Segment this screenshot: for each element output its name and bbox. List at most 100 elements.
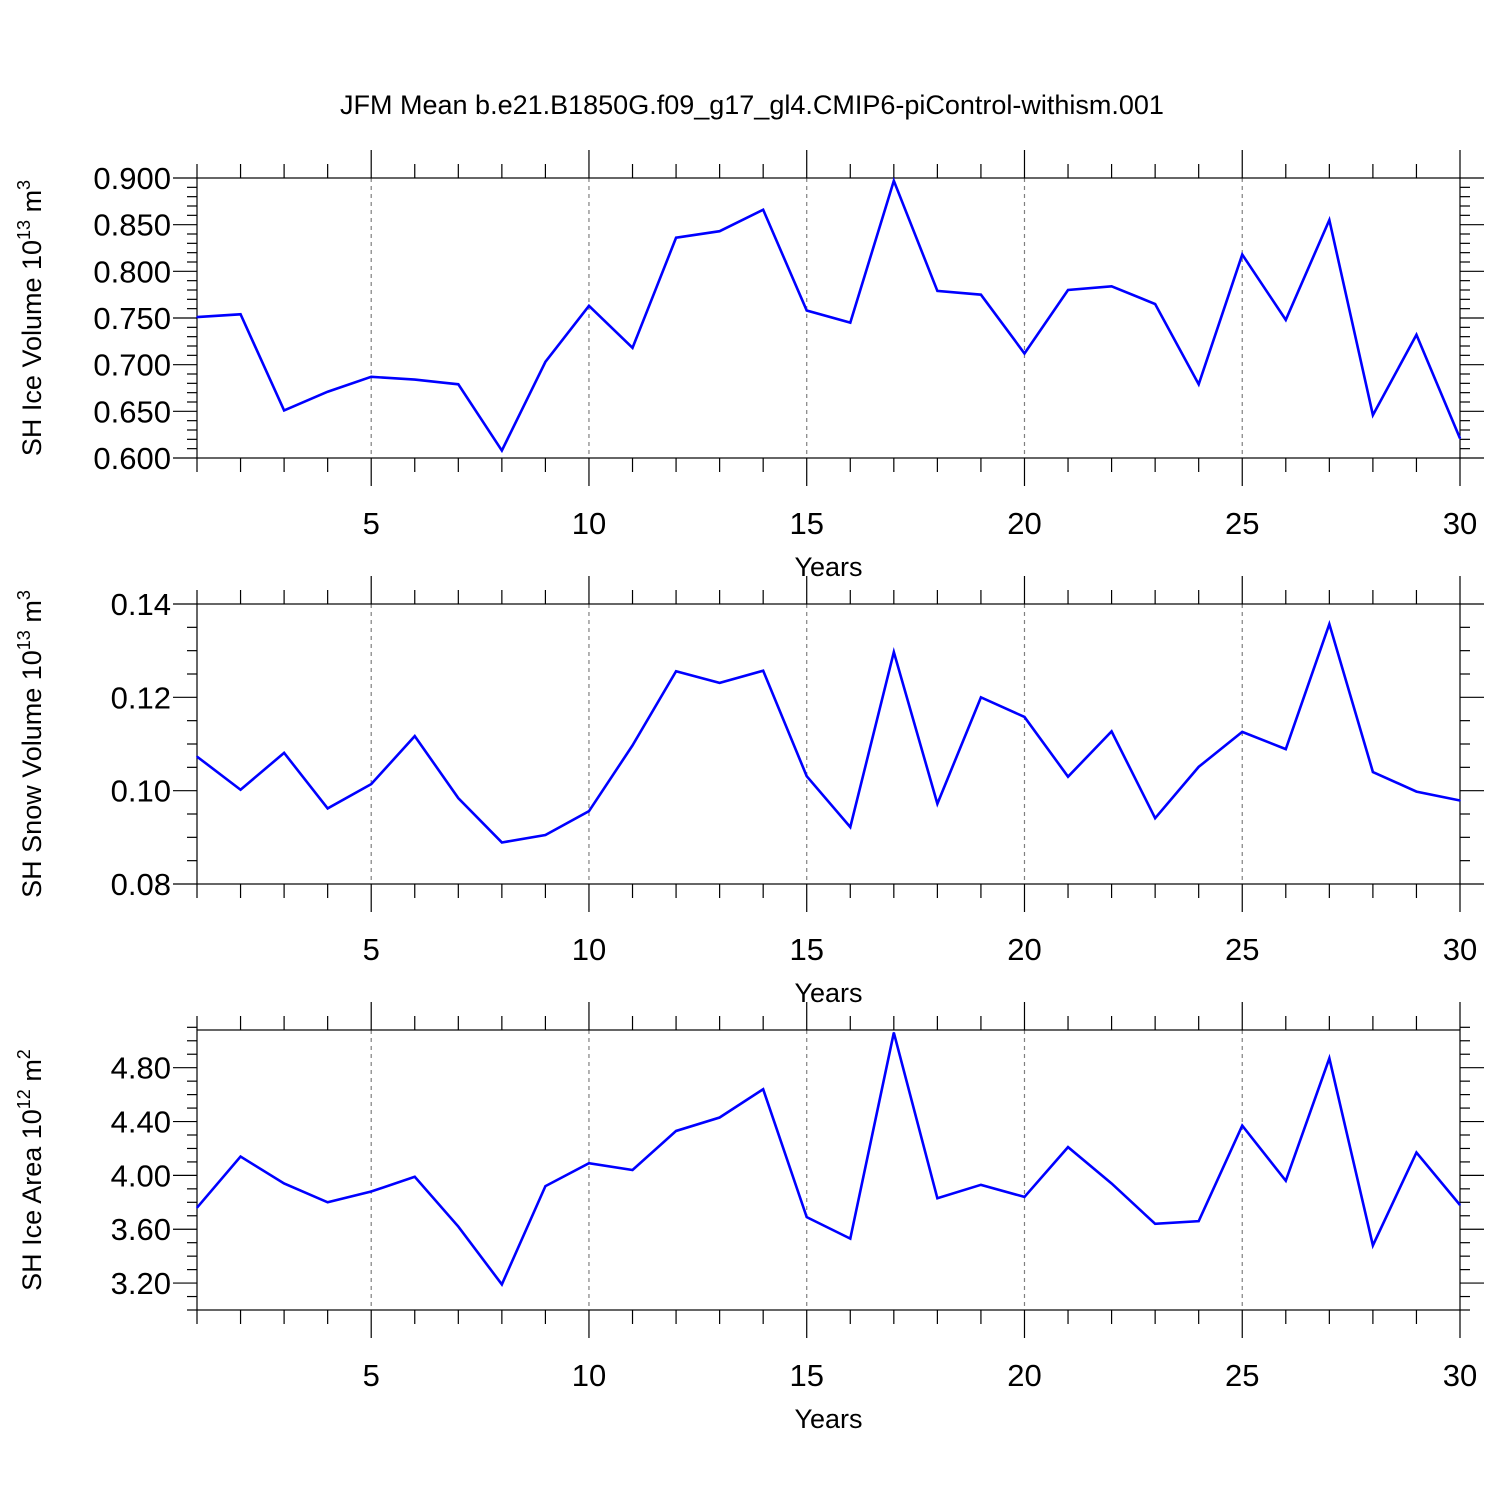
data-point (413, 735, 416, 737)
x-tick-label: 25 (1225, 506, 1259, 541)
data-point (631, 347, 634, 349)
data-point (1154, 1223, 1156, 1225)
data-point (805, 1216, 808, 1218)
x-axis-label: Years (794, 1404, 862, 1434)
data-point (1459, 437, 1461, 440)
data-point (762, 208, 764, 211)
data-point (805, 775, 808, 777)
data-point (588, 1162, 590, 1165)
data-point (718, 1116, 721, 1119)
x-tick-label: 20 (1007, 506, 1041, 541)
y-tick-label: 0.600 (93, 441, 171, 476)
data-point (980, 696, 982, 699)
data-point (1284, 748, 1287, 750)
data-point (544, 1185, 547, 1187)
data-point (239, 788, 242, 791)
data-point (283, 409, 285, 412)
y-tick-label: 3.60 (111, 1212, 171, 1247)
data-point (326, 390, 329, 393)
y-tick-label: 4.80 (111, 1051, 171, 1086)
y-tick-label: 0.650 (93, 394, 171, 429)
data-point (849, 826, 852, 828)
data-point (457, 383, 460, 386)
data-point (1110, 1182, 1113, 1185)
data-point (980, 293, 982, 296)
data-point (1372, 414, 1374, 416)
data-point (1284, 319, 1287, 321)
data-point (1415, 334, 1418, 336)
data-point (370, 783, 373, 785)
x-axis-label: Years (794, 552, 862, 582)
data-point (1110, 730, 1113, 733)
data-point (675, 1130, 677, 1132)
data-point (762, 669, 764, 672)
data-point (849, 1237, 852, 1240)
data-point (1284, 1179, 1287, 1182)
plot-frame (196, 603, 1461, 885)
y-tick-label: 0.14 (111, 587, 171, 622)
y-tick-label: 4.40 (111, 1105, 171, 1140)
data-point (893, 1031, 895, 1034)
data-point (370, 376, 373, 378)
panel-2: 5 10 15 20 25 30 0.08 0.10 0.12 0.14 Years SH Snow … (14, 576, 1484, 1008)
y-tick-label: 3.20 (111, 1266, 171, 1301)
y-tick-label: 0.750 (93, 301, 171, 336)
x-tick-label: 5 (363, 1358, 380, 1393)
data-point (936, 290, 939, 292)
data-point (675, 670, 677, 672)
data-point (631, 744, 634, 747)
data-point (980, 1184, 982, 1186)
data-point (762, 1088, 764, 1091)
y-tick-label: 0.800 (93, 254, 171, 289)
data-point (196, 316, 198, 318)
data-point (501, 449, 503, 452)
data-point (239, 313, 242, 316)
data-point (1372, 1244, 1374, 1247)
x-tick-label: 30 (1443, 932, 1477, 967)
data-point (544, 834, 547, 836)
data-point (1197, 1220, 1200, 1222)
data-point (326, 807, 329, 810)
y-tick-label: 0.10 (111, 774, 171, 809)
data-point (1415, 790, 1418, 793)
panel-1: 5 10 15 20 25 30 0.600 0.650 0.700 0.750 0.800 0.85… (14, 150, 1484, 582)
data-point (1328, 623, 1331, 625)
data-point (1459, 1204, 1461, 1206)
y-tick-label: 0.12 (111, 680, 171, 715)
data-point (1328, 219, 1331, 221)
x-tick-label: 30 (1443, 1358, 1477, 1393)
x-axis-label: Years (794, 978, 862, 1008)
data-point (1241, 253, 1244, 256)
plot-frame (196, 177, 1461, 459)
data-point (1067, 775, 1069, 778)
x-tick-label: 15 (789, 932, 823, 967)
data-point (849, 321, 852, 324)
data-point (893, 180, 895, 182)
data-point (1154, 817, 1156, 819)
data-point (457, 797, 460, 799)
data-point (501, 1283, 503, 1286)
data-point (501, 841, 503, 844)
data-point (544, 361, 547, 363)
data-point (1110, 285, 1113, 288)
data-point (1415, 1151, 1418, 1154)
data-point (588, 810, 590, 812)
data-point (588, 305, 590, 307)
y-tick-label: 4.00 (111, 1158, 171, 1193)
data-point (1023, 1196, 1026, 1198)
y-axis-label: SH Ice Volume 1013 m3 (14, 180, 47, 456)
data-point (1067, 289, 1069, 291)
data-point (718, 682, 721, 684)
x-tick-label: 20 (1007, 1358, 1041, 1393)
y-axis-label: SH Snow Volume 1013 m3 (14, 590, 47, 898)
x-tick-label: 25 (1225, 932, 1259, 967)
data-point (631, 1169, 634, 1171)
data-point (1067, 1146, 1069, 1148)
data-point (1023, 716, 1026, 718)
data-point (1241, 1124, 1244, 1127)
data-point (457, 1225, 460, 1228)
data-point (283, 752, 285, 754)
x-tick-label: 15 (789, 506, 823, 541)
